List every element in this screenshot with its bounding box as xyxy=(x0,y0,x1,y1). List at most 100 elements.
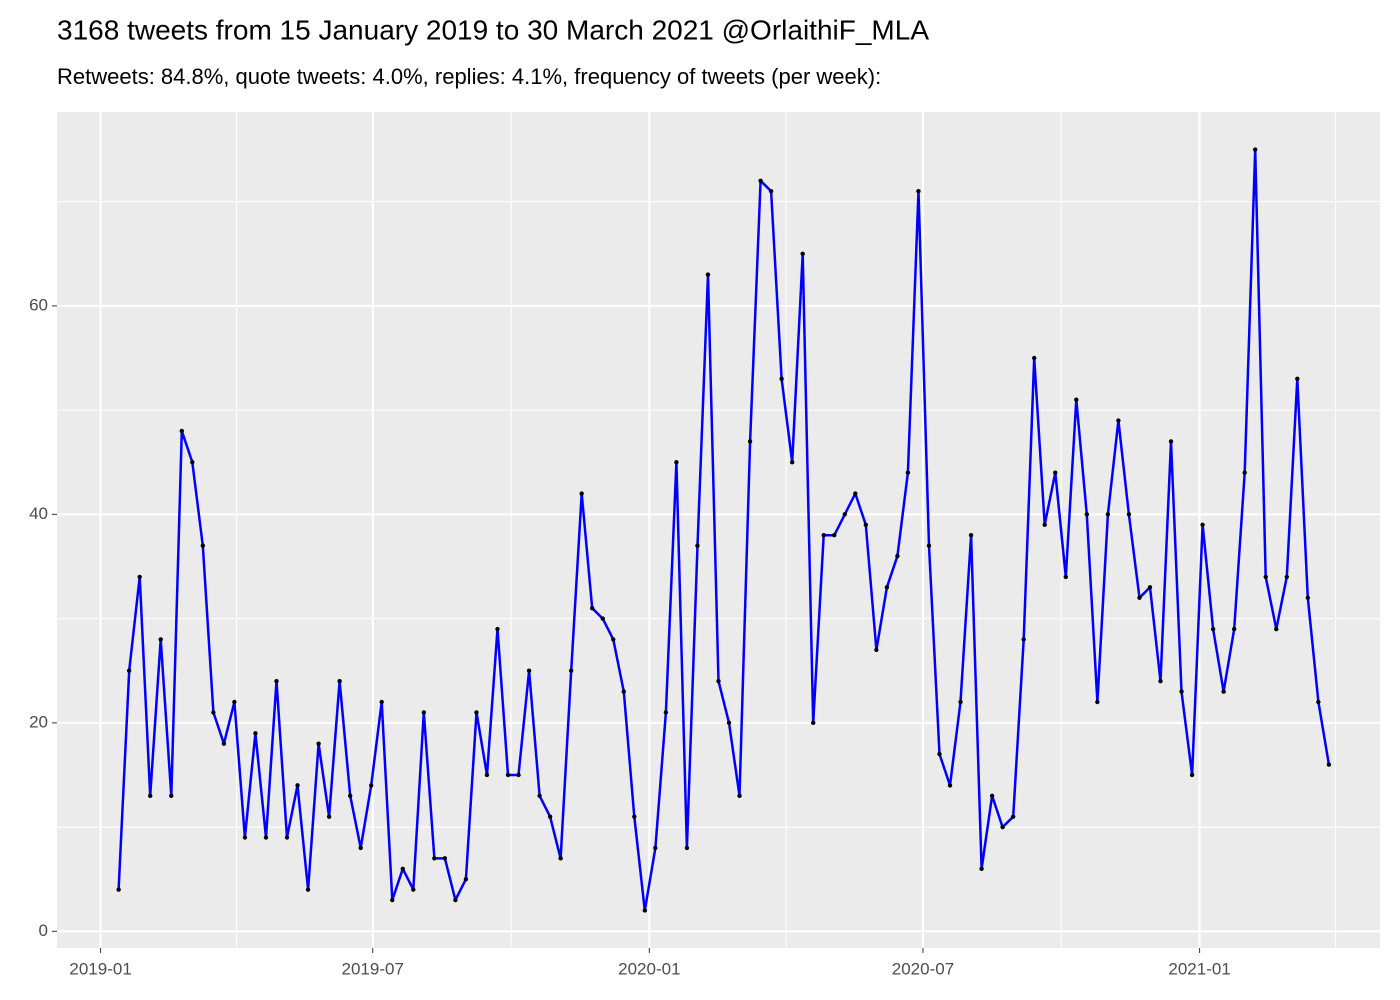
point xyxy=(526,668,532,673)
point xyxy=(958,699,963,705)
point xyxy=(169,793,174,799)
point xyxy=(905,470,911,475)
point xyxy=(179,428,184,434)
point xyxy=(284,835,290,840)
point xyxy=(495,626,500,632)
point xyxy=(653,845,658,851)
point xyxy=(484,772,490,778)
point xyxy=(379,699,384,705)
point xyxy=(253,731,258,736)
point xyxy=(516,772,521,778)
point xyxy=(979,866,984,871)
x-tick-label: 2020-07 xyxy=(892,959,954,978)
point xyxy=(937,751,942,757)
point xyxy=(1231,626,1237,632)
point xyxy=(221,741,227,746)
point xyxy=(1042,522,1047,527)
y-tick-label: 0 xyxy=(39,921,48,940)
point xyxy=(148,793,153,799)
point xyxy=(1242,470,1247,475)
point xyxy=(1253,147,1258,152)
point xyxy=(832,533,837,538)
point xyxy=(337,678,342,684)
point xyxy=(274,678,279,684)
point xyxy=(442,856,448,861)
point xyxy=(1168,439,1174,444)
point xyxy=(537,793,542,799)
point xyxy=(1179,689,1184,694)
point xyxy=(621,689,626,694)
point xyxy=(1074,397,1079,402)
point xyxy=(547,814,553,819)
point xyxy=(695,543,700,548)
point xyxy=(853,491,858,496)
point xyxy=(916,189,921,194)
chart-title: 3168 tweets from 15 January 2019 to 30 M… xyxy=(57,14,929,45)
point xyxy=(642,908,648,913)
point xyxy=(1084,512,1090,517)
point xyxy=(789,460,795,465)
point xyxy=(779,376,784,382)
point xyxy=(842,512,847,517)
point xyxy=(453,897,458,903)
point xyxy=(137,574,142,580)
point xyxy=(1295,376,1300,382)
point xyxy=(1284,574,1289,580)
point xyxy=(1210,626,1216,632)
point xyxy=(1010,814,1016,819)
point xyxy=(116,887,121,892)
point xyxy=(747,439,753,444)
point xyxy=(726,720,732,726)
point xyxy=(263,835,269,840)
point xyxy=(1316,699,1321,705)
point xyxy=(611,637,616,642)
point xyxy=(1147,585,1153,590)
point xyxy=(432,856,437,861)
point xyxy=(1000,824,1005,830)
point xyxy=(663,710,669,715)
point xyxy=(505,772,511,778)
point xyxy=(400,866,405,871)
point xyxy=(716,678,721,684)
point xyxy=(411,887,416,892)
y-tick-label: 40 xyxy=(29,504,48,523)
point xyxy=(1137,595,1142,600)
x-tick-label: 2021-01 xyxy=(1168,959,1230,978)
point xyxy=(811,720,816,726)
point xyxy=(1263,574,1268,580)
chart-subtitle: Retweets: 84.8%, quote tweets: 4.0%, rep… xyxy=(57,64,881,89)
point xyxy=(211,710,216,715)
point xyxy=(1032,355,1037,361)
point xyxy=(737,793,742,799)
point xyxy=(347,793,353,799)
point xyxy=(1189,772,1195,778)
point xyxy=(1326,762,1332,767)
point xyxy=(390,897,395,903)
point xyxy=(242,835,248,840)
plot-panel xyxy=(57,112,1380,948)
point xyxy=(895,553,900,559)
x-tick-label: 2020-01 xyxy=(618,959,680,978)
point xyxy=(863,522,869,527)
point xyxy=(200,543,206,548)
point xyxy=(1200,522,1205,527)
point xyxy=(1305,595,1311,600)
point xyxy=(316,741,321,746)
point xyxy=(926,543,932,548)
point xyxy=(989,793,995,799)
point xyxy=(369,783,374,788)
point xyxy=(558,856,563,861)
point xyxy=(1021,637,1026,642)
point xyxy=(884,585,890,590)
point xyxy=(1158,678,1163,684)
point xyxy=(1116,418,1121,423)
point xyxy=(821,533,826,538)
point xyxy=(1126,512,1132,517)
point xyxy=(126,668,132,673)
point xyxy=(474,710,479,715)
point xyxy=(568,668,574,673)
point xyxy=(768,189,774,194)
point xyxy=(305,887,311,892)
x-tick-label: 2019-07 xyxy=(342,959,404,978)
point xyxy=(758,178,763,183)
